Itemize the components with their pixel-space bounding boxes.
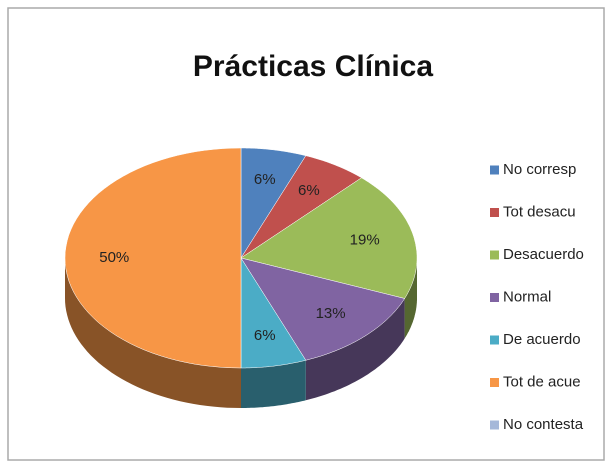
legend-swatch (490, 378, 499, 387)
legend-label: Tot desacu (503, 203, 576, 220)
legend-label: No contesta (503, 416, 584, 433)
legend-label: Desacuerdo (503, 246, 584, 263)
legend-swatch (490, 335, 499, 345)
chart-title: Prácticas Clínica (193, 50, 433, 83)
data-label: 6% (254, 327, 276, 344)
legend-label: Tot de acue (503, 373, 581, 390)
legend-swatch (490, 293, 499, 302)
legend-label: No corresp (503, 161, 576, 178)
data-label: 19% (350, 232, 380, 249)
pie-slice (240, 155, 362, 259)
pie-slice (240, 257, 405, 361)
pie-slice (240, 147, 307, 259)
data-label: 6% (254, 171, 276, 188)
pie-side (241, 360, 306, 408)
pie-side (404, 258, 417, 339)
legend-label: Normal (503, 288, 551, 305)
legend-label: De acuerdo (503, 331, 581, 348)
data-label: 6% (298, 182, 320, 199)
pie-slice (240, 257, 307, 369)
legend-swatch (490, 208, 499, 217)
pie-slice (240, 177, 418, 299)
data-label: 50% (99, 249, 129, 266)
data-label: 13% (316, 305, 346, 322)
pie-side (305, 298, 405, 401)
pie-slice (64, 147, 242, 369)
legend-swatch (490, 165, 499, 175)
pie-side (65, 258, 241, 408)
legend-swatch (490, 250, 499, 260)
legend-swatch (490, 420, 499, 430)
